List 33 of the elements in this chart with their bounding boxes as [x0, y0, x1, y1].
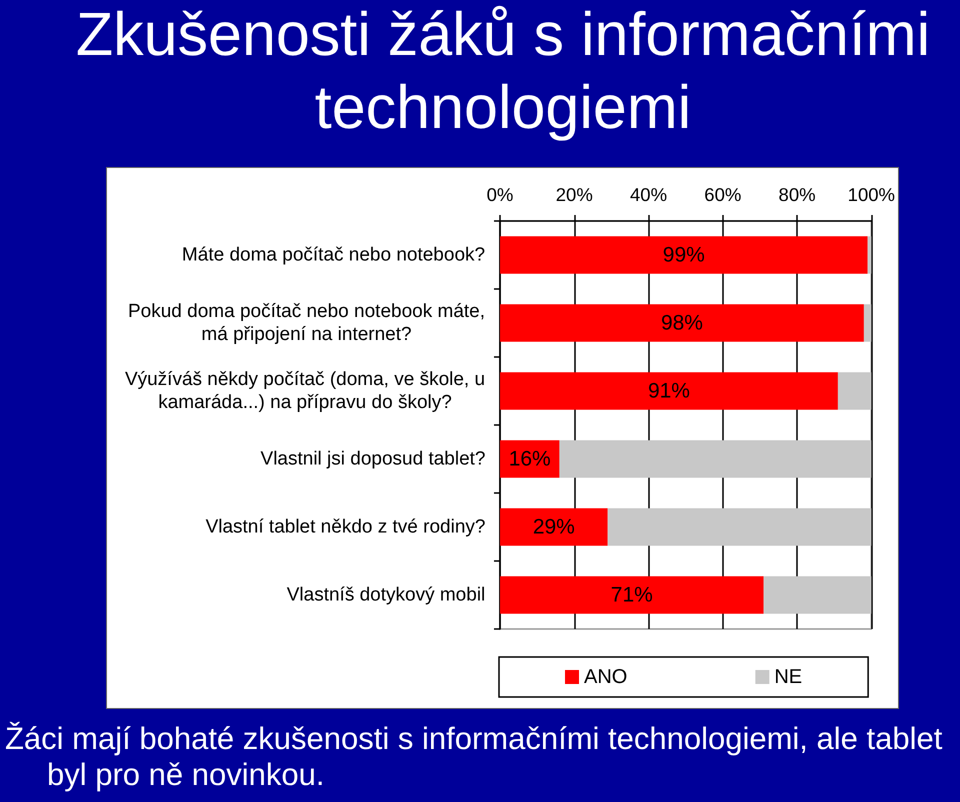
bar — [764, 576, 872, 614]
x-tick-label: 0% — [486, 184, 514, 205]
y-tick-label: Vlastnil jsi doposud tablet? — [260, 448, 486, 470]
text: Žáci mají bohaté zkušenosti s informačními technologiemi, ale tablet byl pro ně novinkou. — [5, 721, 944, 793]
x-tick-label: 60% — [704, 184, 742, 205]
data-label: 16% — [508, 448, 551, 470]
y-tick-label: Vlastníš dotykový mobil — [286, 584, 486, 606]
x-tick-label: 20% — [556, 184, 593, 205]
y-tick-label: Máte doma počítač nebo notebook? — [182, 244, 486, 266]
y-tick-label: Výužíváš někdy počítač (doma, ve škole, u kamaráda...) na přípravu do školy? — [124, 369, 486, 413]
bar — [864, 304, 872, 342]
bar — [500, 508, 608, 546]
bar — [559, 440, 872, 478]
data-label: 91% — [648, 380, 690, 402]
y-tick-label: Pokud doma počítač nebo notebook máte, má připojení na internet? — [128, 301, 486, 345]
x-tick-label: 40% — [630, 184, 668, 205]
x-tick-label: 100% — [848, 184, 896, 205]
bar — [868, 236, 872, 274]
data-label: 98% — [660, 312, 703, 334]
bar — [500, 304, 864, 342]
bar — [838, 372, 872, 410]
bar — [500, 372, 838, 410]
data-label: 29% — [532, 516, 575, 538]
data-label: 71% — [610, 584, 653, 606]
data-label: 99% — [662, 244, 705, 266]
x-tick-label: 80% — [778, 184, 816, 205]
y-tick-label: Vlastní tablet někdo z tvé rodiny? — [206, 516, 486, 538]
legend-label: ANO — [584, 666, 628, 688]
chart-title: Zkušenosti žáků s informačními technologiemi — [74, 0, 932, 143]
bar — [500, 236, 868, 274]
legend-label: NE — [774, 666, 802, 688]
bar — [608, 508, 872, 546]
bar — [500, 576, 764, 614]
